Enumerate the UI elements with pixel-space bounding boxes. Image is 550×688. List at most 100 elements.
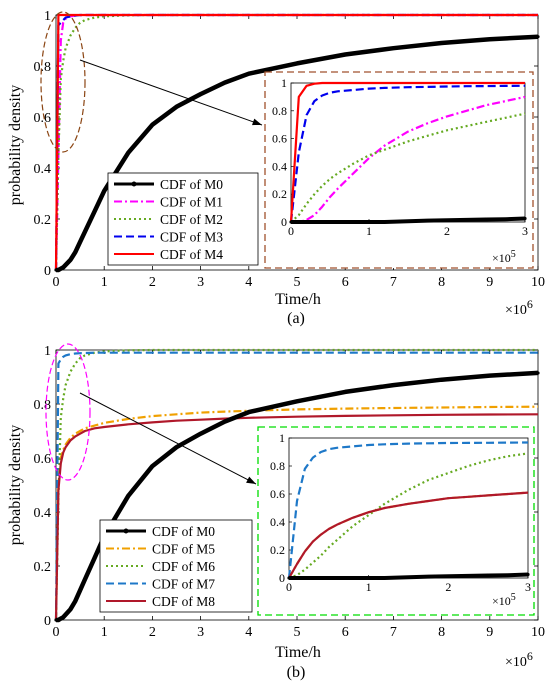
chart-a-inset-series-0-point-16 xyxy=(523,216,527,221)
chart-b-series-0-point-20 xyxy=(440,378,444,382)
chart-a-xtick-label-8: 8 xyxy=(438,275,445,290)
chart-a-series-0-point-15 xyxy=(223,80,227,85)
chart-b-inset-axes xyxy=(288,437,529,579)
chart-b-inset-ytick-label-4: 0.8 xyxy=(270,459,285,473)
chart-b-inset-series-0-point-14 xyxy=(486,573,490,578)
chart-a-inset-series-0-point-9 xyxy=(383,220,387,224)
chart-a-series-0-point-11 xyxy=(126,151,130,155)
chart-a-series-0-point-12 xyxy=(150,123,154,127)
chart-a-legend-label-0: CDF of M0 xyxy=(160,177,223,192)
panel-b: probability density Time/h (b) ×106 ×105 xyxy=(7,425,533,681)
chart-a-inset-series-0-point-12 xyxy=(445,218,449,222)
chart-b-series-0-point-14 xyxy=(199,432,203,436)
chart-b-xtick-label-3: 3 xyxy=(197,625,204,640)
chart-a-series-0-point-13 xyxy=(174,105,179,109)
chart-b-ytick-label-4: 0.8 xyxy=(34,398,52,413)
chart-b-inset-series-0-point-1 xyxy=(295,576,299,580)
chart-b-inset-series-0-point-16 xyxy=(526,572,530,577)
chart-b-series-0-point-12 xyxy=(150,464,154,468)
chart-a-inset-series-1 xyxy=(291,95,526,224)
chart-a-inset-xtick-label-0: 0 xyxy=(288,224,294,238)
chart-b-zoom-ellipse xyxy=(45,343,91,481)
chart-a-inset-series-0-point-7 xyxy=(351,220,355,224)
chart-a-xtick-label-6: 6 xyxy=(342,275,349,290)
chart-b-inset-series-0-point-2 xyxy=(303,576,307,580)
chart-b-inset-series-0-point-8 xyxy=(367,576,371,580)
chart-a-zoom-arrow xyxy=(79,59,263,126)
chart-b-inset-xtick-label-0: 0 xyxy=(286,580,292,594)
chart-a-inset-series-0-point-3 xyxy=(312,220,316,224)
chart-b-series-0-point-6 xyxy=(73,599,77,603)
chart-b-series-0-point-3 xyxy=(61,615,65,619)
chart-b-series-0-point-21 xyxy=(488,374,492,378)
chart-b-series-0-point-17 xyxy=(295,399,299,403)
chart-a-inset-series-0-point-14 xyxy=(484,217,488,222)
chart-b-inset-series-0-point-4 xyxy=(319,576,323,580)
chart-a-inset-xtick-label-1: 1 xyxy=(366,224,372,238)
chart-a-ytick-label-1: 0.2 xyxy=(34,213,52,228)
chart-a-inset-axes xyxy=(290,82,526,223)
chart-b-inset-ytick-label-1: 0.2 xyxy=(270,543,285,557)
chart-b-ytick-label-2: 0.4 xyxy=(34,506,52,521)
chart-a-ytick-label-5: 1 xyxy=(44,9,51,24)
chart-a-inset-ytick-label-2: 0.4 xyxy=(272,159,287,173)
chart-a-xtick-label-7: 7 xyxy=(390,275,397,290)
chart-a-series-0-point-22 xyxy=(536,35,540,39)
chart-b-xtick-label-1: 1 xyxy=(101,625,108,640)
chart-b-inset-series-0-point-6 xyxy=(335,576,339,580)
chart-a-series-0-point-10 xyxy=(102,189,106,193)
chart-b-inset-series-0-point-0 xyxy=(287,576,291,580)
chart-b-inset-series-3 xyxy=(287,441,529,579)
panel-a: probability density Time/h (a) ×106 ×105 xyxy=(7,85,533,327)
chart-b-series-0-point-2 xyxy=(59,617,63,621)
chart-a-ytick-label-3: 0.6 xyxy=(34,111,52,126)
chart-b-series-0-point-1 xyxy=(56,618,61,622)
panel-b-ylabel: probability density xyxy=(7,425,24,545)
chart-b-series-0-point-9 xyxy=(92,556,97,560)
chart-b-series-1 xyxy=(54,405,539,621)
chart-a-series-0-point-18 xyxy=(343,52,347,57)
chart-a-series-0-point-3 xyxy=(61,265,65,270)
chart-b-series-2 xyxy=(54,348,538,621)
chart-a-inset-ytick-label-3: 0.6 xyxy=(272,132,287,146)
chart-b-inset-series-0-point-7 xyxy=(351,576,355,580)
chart-b-inset-xtick-label-1: 1 xyxy=(366,580,372,594)
chart-b-xtick-label-6: 6 xyxy=(342,625,349,640)
chart-b-legend-label-4: CDF of M8 xyxy=(152,594,215,609)
chart-a-series-0-point-7 xyxy=(78,240,82,244)
chart-a-xtick-label-9: 9 xyxy=(486,275,493,290)
panel-a-xlabel: Time/h xyxy=(275,291,321,308)
chart-b-ytick-label-3: 0.6 xyxy=(34,452,52,467)
chart-a-series-0-point-14 xyxy=(199,92,203,96)
chart-a-series-0-point-1 xyxy=(56,268,61,272)
chart-a-inset-series-0-point-10 xyxy=(406,219,410,223)
chart-b-inset-series-0-point-9 xyxy=(383,576,387,580)
chart-a-inset-series-0-point-11 xyxy=(425,219,430,223)
chart-a-inset-xtick-label-2: 2 xyxy=(444,224,450,238)
chart-b-zoom-arrow xyxy=(79,392,257,485)
chart-a-ytick-label-0: 0 xyxy=(44,264,51,279)
chart-b-inset-ytick-label-0: 0 xyxy=(279,571,285,585)
chart-a-inset-series-0-point-5 xyxy=(328,220,332,224)
chart-b-ytick-label-0: 0 xyxy=(44,614,51,629)
chart-b-series-0-point-7 xyxy=(78,588,82,592)
chart-a-series-0-point-6 xyxy=(73,250,77,254)
chart-b-series-0-point-22 xyxy=(536,371,540,375)
chart-a-series-0-point-4 xyxy=(64,263,68,267)
chart-b-ytick-label-5: 1 xyxy=(44,344,51,359)
chart-b-inset-ytick-label-5: 1 xyxy=(279,431,285,445)
chart-a-ytick-label-4: 0.8 xyxy=(34,60,52,75)
chart-a-inset-series-0-point-6 xyxy=(336,220,340,224)
chart-a-inset-xtick-label-3: 3 xyxy=(522,224,528,238)
panel-a-ylabel: probability density xyxy=(7,85,24,205)
chart-b-inset-series-4 xyxy=(288,491,529,579)
chart-b-inset-series-0-point-10 xyxy=(406,575,411,579)
chart-a-legend-marker-0 xyxy=(131,181,137,187)
chart-a-inset-series-0-point-0 xyxy=(289,220,293,224)
chart-a-xtick-label-3: 3 xyxy=(197,275,204,290)
chart-a-inset-series-0-point-2 xyxy=(305,220,309,224)
chart-a-inset-series-4 xyxy=(289,81,525,223)
panel-b-x-multiplier: ×106 xyxy=(505,649,533,670)
chart-b-legend-label-3: CDF of M7 xyxy=(152,577,215,592)
